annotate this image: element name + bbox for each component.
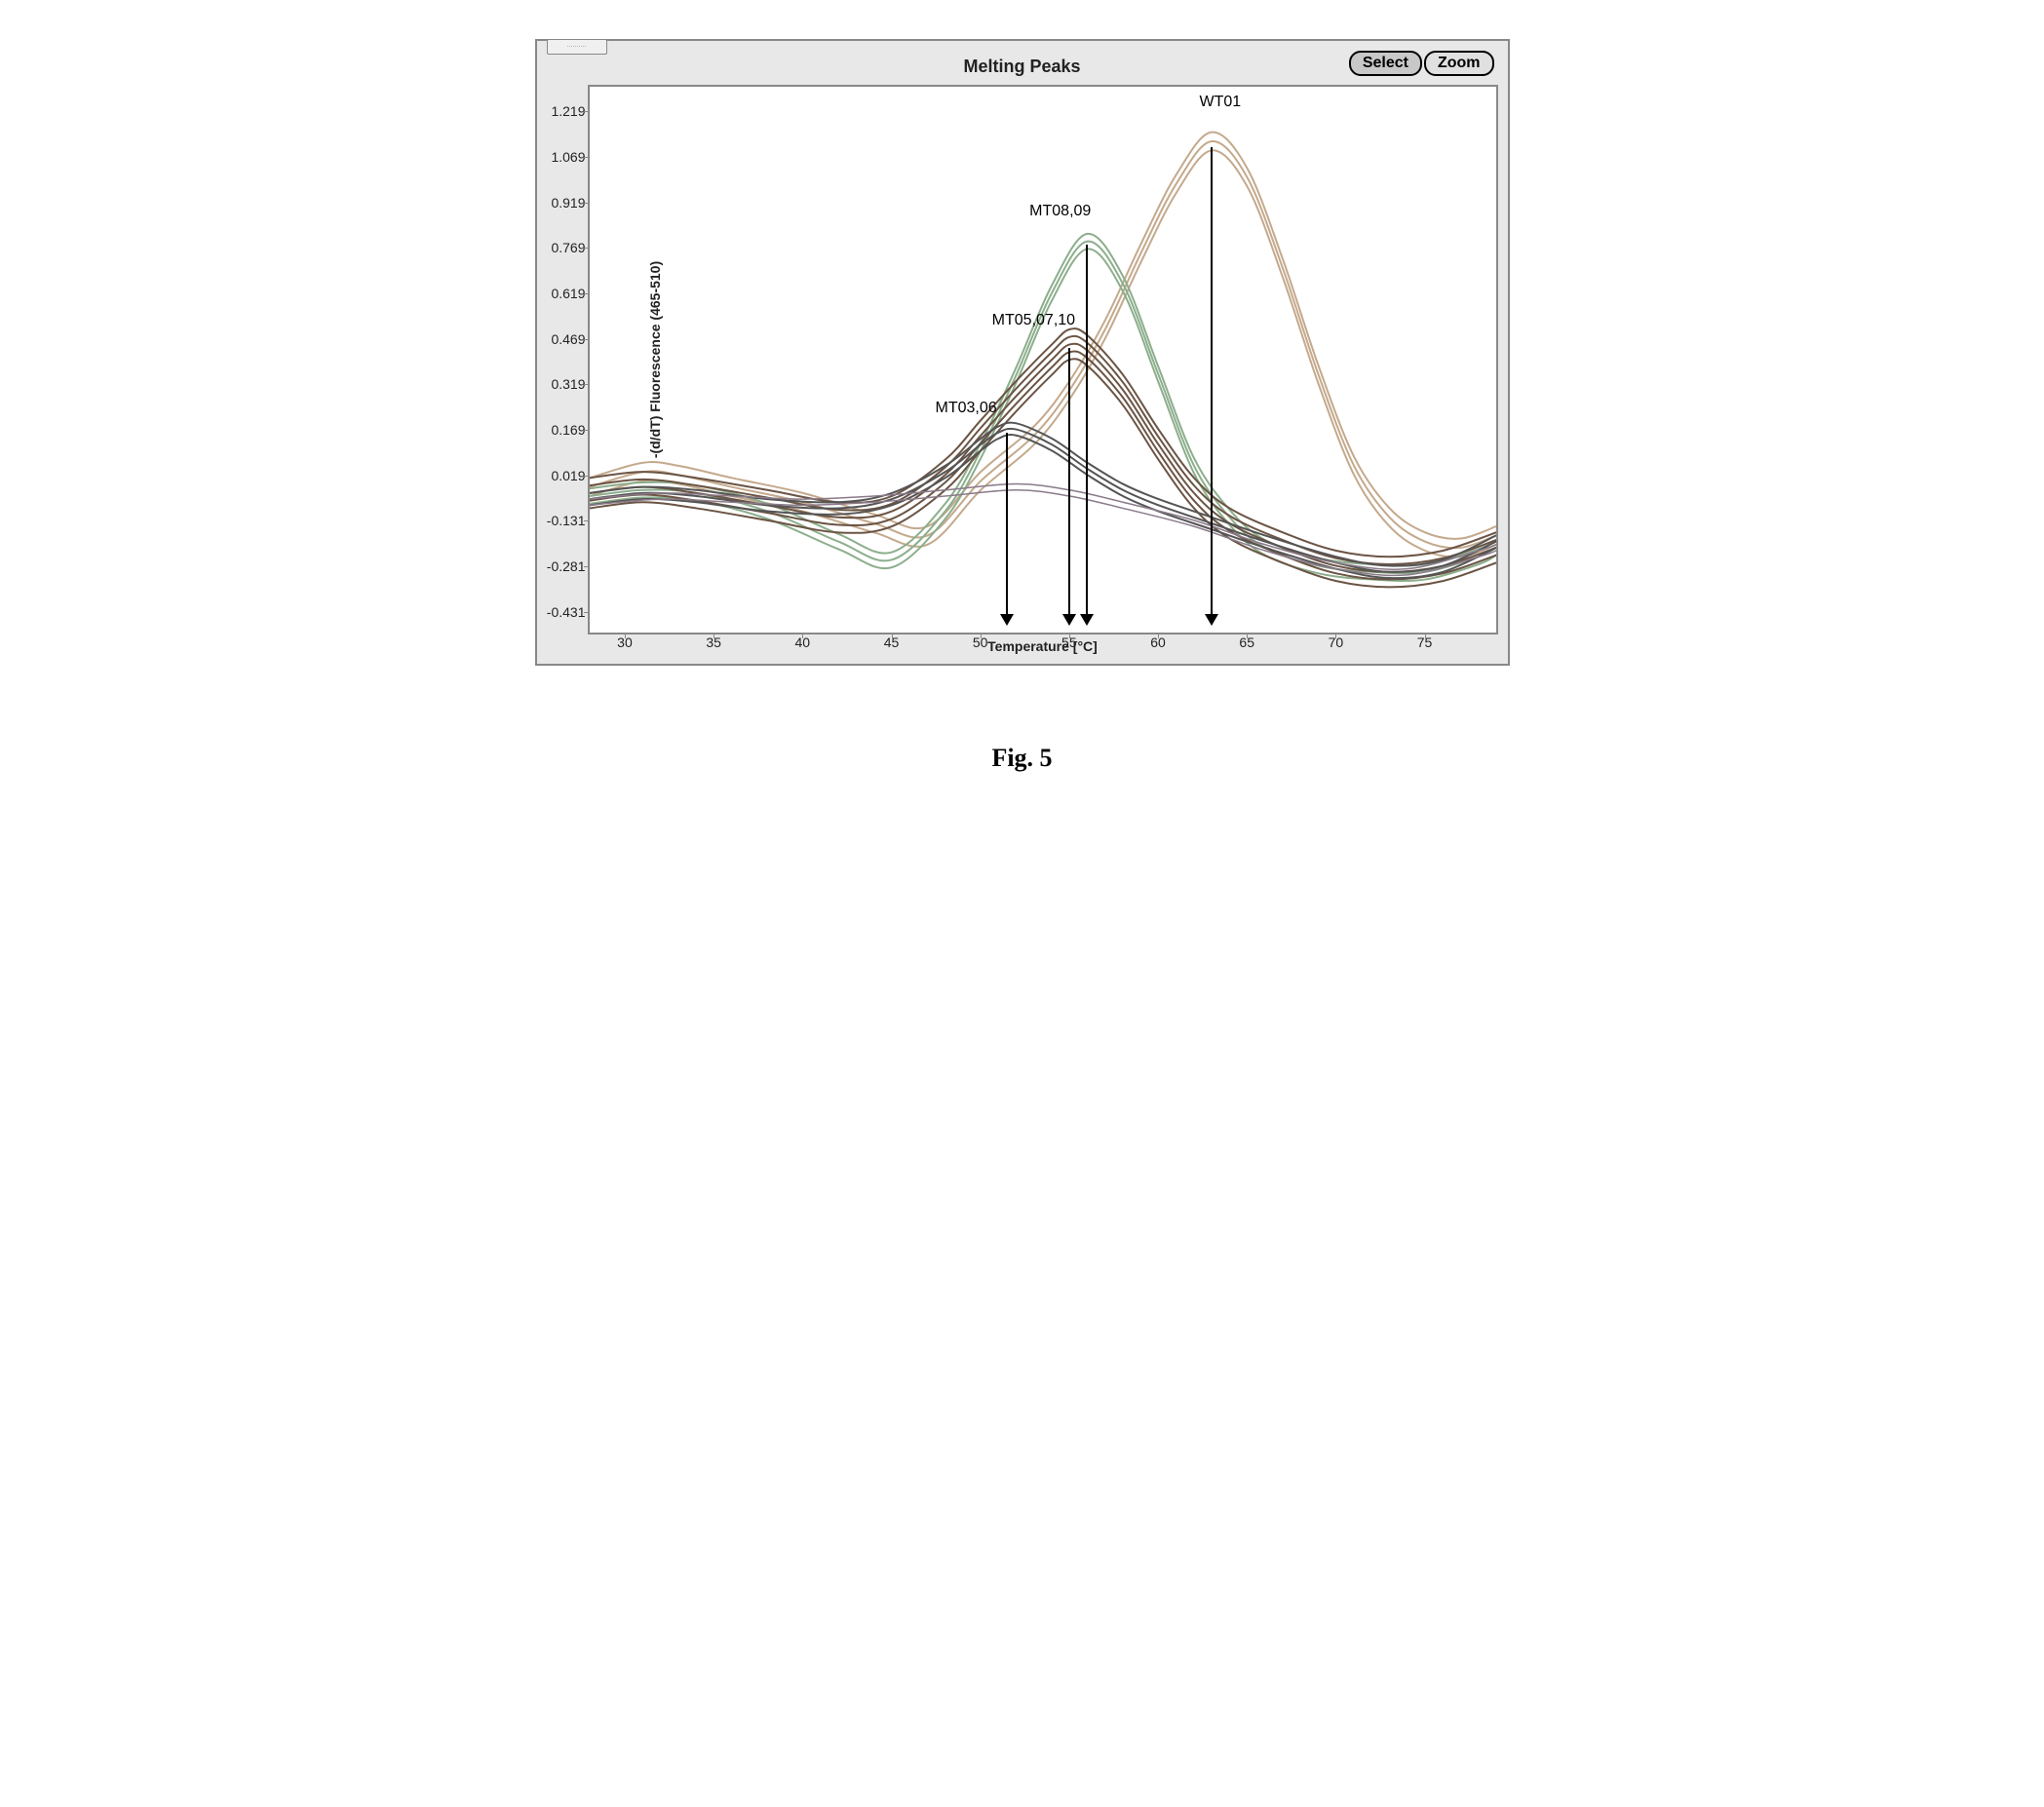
curve-MT08,09 bbox=[590, 249, 1496, 581]
arrow-head-icon bbox=[1062, 614, 1076, 626]
annotation-WT01: WT01 bbox=[1200, 94, 1242, 111]
curve-MT05,07,10 bbox=[590, 336, 1496, 564]
curves-svg bbox=[590, 87, 1496, 633]
curve-MT05,07,10 bbox=[590, 328, 1496, 557]
curve-MT05,07,10 bbox=[590, 344, 1496, 572]
curve-MT05,07,10 bbox=[590, 359, 1496, 587]
figure-caption: Fig. 5 bbox=[535, 744, 1510, 773]
arrow-line bbox=[1086, 245, 1088, 616]
annotation-MT05,07,10: MT05,07,10 bbox=[992, 312, 1075, 329]
figure-container: ·········· Melting Peaks Select Zoom -(d… bbox=[535, 39, 1510, 773]
curve-baseline-low bbox=[590, 484, 1496, 570]
arrow-line bbox=[1068, 348, 1070, 616]
arrow-head-icon bbox=[1000, 614, 1014, 626]
zoom-button[interactable]: Zoom bbox=[1424, 51, 1494, 76]
curve-MT03,06 bbox=[590, 423, 1496, 566]
curve-MT08,09 bbox=[590, 242, 1496, 574]
arrow-head-icon bbox=[1080, 614, 1094, 626]
chart-toolbar: Select Zoom bbox=[1349, 51, 1494, 76]
curve-MT03,06 bbox=[590, 429, 1496, 572]
annotation-MT03,06: MT03,06 bbox=[936, 400, 997, 417]
annotation-MT08,09: MT08,09 bbox=[1029, 203, 1091, 220]
curve-MT03,06 bbox=[590, 435, 1496, 578]
plot-area: -(d/dT) Fluorescence (465-510) 1.2191.06… bbox=[588, 85, 1498, 634]
curve-MT05,07,10 bbox=[590, 351, 1496, 579]
tab-handle[interactable]: ·········· bbox=[547, 39, 607, 55]
chart-panel: ·········· Melting Peaks Select Zoom -(d… bbox=[535, 39, 1510, 666]
arrow-head-icon bbox=[1205, 614, 1218, 626]
x-axis-label: Temperature [°C] bbox=[588, 638, 1498, 654]
arrow-line bbox=[1006, 433, 1008, 616]
curve-MT08,09 bbox=[590, 234, 1496, 566]
arrow-line bbox=[1211, 147, 1213, 615]
select-button[interactable]: Select bbox=[1349, 51, 1422, 76]
